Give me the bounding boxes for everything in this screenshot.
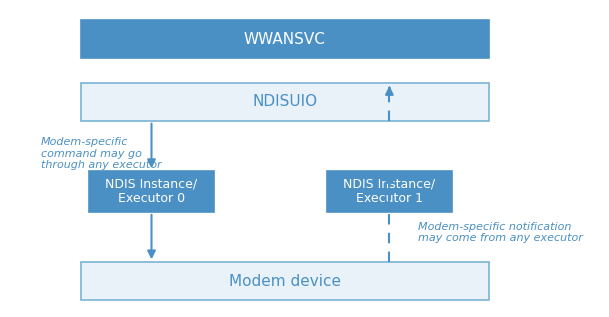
Text: NDIS Instance/
Executor 1: NDIS Instance/ Executor 1 xyxy=(343,178,435,205)
Text: Modem device: Modem device xyxy=(228,274,340,288)
Text: NDIS Instance/
Executor 0: NDIS Instance/ Executor 0 xyxy=(105,178,197,205)
FancyBboxPatch shape xyxy=(80,20,488,58)
Text: Modem-specific notification
may come from any executor: Modem-specific notification may come fro… xyxy=(418,222,583,243)
FancyBboxPatch shape xyxy=(80,83,488,121)
FancyBboxPatch shape xyxy=(89,171,214,212)
Text: Modem-specific
command may go
through any executor: Modem-specific command may go through an… xyxy=(41,137,161,170)
Text: WWANSVC: WWANSVC xyxy=(244,32,326,47)
FancyBboxPatch shape xyxy=(80,262,488,300)
Text: NDISUIO: NDISUIO xyxy=(252,94,317,109)
FancyBboxPatch shape xyxy=(327,171,452,212)
